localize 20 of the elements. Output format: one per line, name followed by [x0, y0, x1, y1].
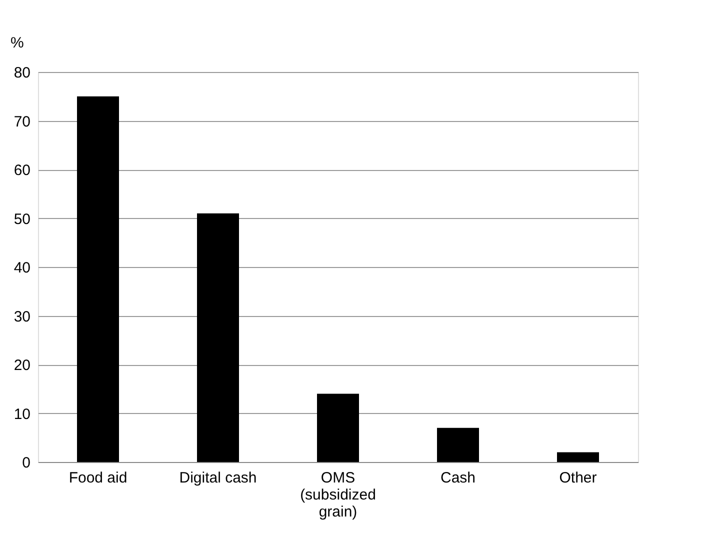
y-tick-label: 0 — [22, 454, 30, 472]
y-tick-label: 80 — [14, 64, 30, 82]
y-axis-title: % — [10, 34, 24, 52]
y-tick-label: 50 — [14, 210, 30, 228]
y-tick-label: 20 — [14, 357, 30, 374]
x-tick-label: Digital cash — [179, 470, 257, 486]
bar — [317, 394, 359, 462]
bar — [197, 213, 239, 462]
y-tick-label: 30 — [14, 308, 30, 326]
y-tick-label: 40 — [14, 260, 30, 276]
bar — [437, 428, 479, 462]
x-tick-label: Other — [559, 470, 597, 486]
bar — [77, 96, 119, 462]
x-tick-label: Cash — [440, 470, 476, 486]
x-tick-label: OMS (subsidized grain) — [300, 470, 376, 520]
y-tick-label: 70 — [14, 113, 30, 130]
y-tick-label: 60 — [14, 162, 30, 179]
bar — [557, 452, 599, 462]
x-tick-label: Food aid — [68, 470, 128, 486]
y-tick-label: 10 — [14, 406, 30, 423]
